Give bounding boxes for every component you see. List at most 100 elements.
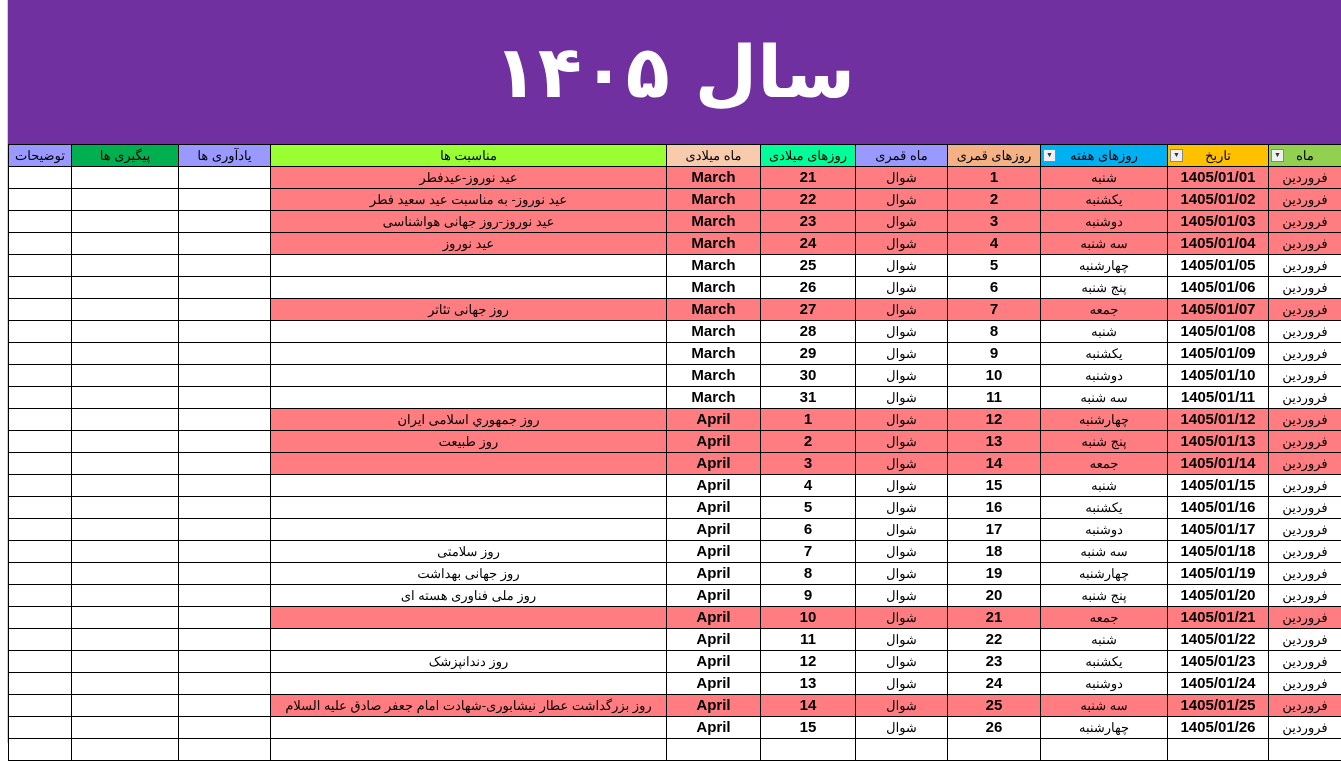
month-cell[interactable]: فروردین: [1269, 233, 1341, 255]
notes-cell[interactable]: [9, 189, 72, 211]
gregorian-day-cell[interactable]: 8: [761, 563, 856, 585]
lunar-month-cell[interactable]: شوال: [856, 321, 948, 343]
notes-cell[interactable]: [9, 233, 72, 255]
date-cell[interactable]: 1405/01/19: [1168, 563, 1269, 585]
notes-cell[interactable]: [9, 717, 72, 739]
weekday-cell[interactable]: چهارشنبه: [1041, 563, 1168, 585]
reminder-cell[interactable]: [179, 519, 271, 541]
occasion-cell[interactable]: عید نوروز-روز جهانی هواشناسی: [271, 211, 667, 233]
date-cell[interactable]: 1405/01/01: [1168, 167, 1269, 189]
gregorian-month-cell[interactable]: April: [667, 453, 761, 475]
notes-cell[interactable]: [9, 651, 72, 673]
weekday-cell[interactable]: یکشنبه: [1041, 497, 1168, 519]
occasion-cell[interactable]: [271, 321, 667, 343]
month-cell[interactable]: فروردین: [1269, 321, 1341, 343]
month-cell[interactable]: فروردین: [1269, 409, 1341, 431]
month-cell[interactable]: فروردین: [1269, 365, 1341, 387]
followup-cell[interactable]: [72, 343, 179, 365]
lunar-day-cell[interactable]: 17: [948, 519, 1041, 541]
date-cell[interactable]: 1405/01/14: [1168, 453, 1269, 475]
lunar-day-cell[interactable]: 14: [948, 453, 1041, 475]
gregorian-day-cell[interactable]: 28: [761, 321, 856, 343]
lunar-month-cell[interactable]: شوال: [856, 255, 948, 277]
gregorian-day-cell[interactable]: 27: [761, 299, 856, 321]
reminder-cell[interactable]: [179, 255, 271, 277]
gregorian-day-cell[interactable]: 3: [761, 453, 856, 475]
followup-cell[interactable]: [72, 541, 179, 563]
lunar-month-cell[interactable]: شوال: [856, 409, 948, 431]
month-cell[interactable]: فروردین: [1269, 519, 1341, 541]
occasion-cell[interactable]: [271, 497, 667, 519]
date-cell[interactable]: 1405/01/03: [1168, 211, 1269, 233]
lunar-day-cell[interactable]: 5: [948, 255, 1041, 277]
reminder-cell[interactable]: [179, 497, 271, 519]
filter-dropdown-icon[interactable]: ▼: [1043, 149, 1056, 162]
month-cell[interactable]: فروردین: [1269, 651, 1341, 673]
date-cell[interactable]: 1405/01/12: [1168, 409, 1269, 431]
notes-cell[interactable]: [9, 365, 72, 387]
notes-cell[interactable]: [9, 211, 72, 233]
reminder-cell[interactable]: [179, 189, 271, 211]
lunar-day-cell[interactable]: 2: [948, 189, 1041, 211]
month-cell[interactable]: فروردین: [1269, 717, 1341, 739]
lunar-month-cell[interactable]: شوال: [856, 387, 948, 409]
reminder-cell[interactable]: [179, 475, 271, 497]
gregorian-day-cell[interactable]: 11: [761, 629, 856, 651]
lunar-month-cell[interactable]: شوال: [856, 673, 948, 695]
lunar-day-cell[interactable]: 13: [948, 431, 1041, 453]
lunar-day-cell[interactable]: 9: [948, 343, 1041, 365]
notes-cell[interactable]: [9, 475, 72, 497]
lunar-day-cell[interactable]: [948, 739, 1041, 761]
lunar-day-cell[interactable]: 18: [948, 541, 1041, 563]
weekday-cell[interactable]: سه شنبه: [1041, 387, 1168, 409]
occasion-cell[interactable]: روز جمهوري اسلامی ایران: [271, 409, 667, 431]
followup-cell[interactable]: [72, 563, 179, 585]
reminder-cell[interactable]: [179, 673, 271, 695]
gregorian-month-cell[interactable]: April: [667, 431, 761, 453]
notes-cell[interactable]: [9, 277, 72, 299]
date-cell[interactable]: 1405/01/16: [1168, 497, 1269, 519]
lunar-day-cell[interactable]: 19: [948, 563, 1041, 585]
gregorian-month-cell[interactable]: April: [667, 673, 761, 695]
gregorian-month-cell[interactable]: [667, 739, 761, 761]
gregorian-month-cell[interactable]: March: [667, 189, 761, 211]
month-cell[interactable]: فروردین: [1269, 299, 1341, 321]
lunar-day-cell[interactable]: 21: [948, 607, 1041, 629]
occasion-cell[interactable]: [271, 673, 667, 695]
followup-cell[interactable]: [72, 453, 179, 475]
reminder-cell[interactable]: [179, 541, 271, 563]
gregorian-day-cell[interactable]: 5: [761, 497, 856, 519]
reminder-cell[interactable]: [179, 695, 271, 717]
gregorian-day-cell[interactable]: 31: [761, 387, 856, 409]
date-cell[interactable]: [1168, 739, 1269, 761]
notes-cell[interactable]: [9, 387, 72, 409]
date-cell[interactable]: 1405/01/08: [1168, 321, 1269, 343]
lunar-month-cell[interactable]: شوال: [856, 475, 948, 497]
lunar-month-cell[interactable]: شوال: [856, 453, 948, 475]
followup-cell[interactable]: [72, 211, 179, 233]
gregorian-day-cell[interactable]: 25: [761, 255, 856, 277]
column-header[interactable]: ماه میلادی: [667, 145, 761, 167]
weekday-cell[interactable]: جمعه: [1041, 607, 1168, 629]
reminder-cell[interactable]: [179, 629, 271, 651]
weekday-cell[interactable]: جمعه: [1041, 453, 1168, 475]
gregorian-month-cell[interactable]: April: [667, 717, 761, 739]
gregorian-day-cell[interactable]: 24: [761, 233, 856, 255]
followup-cell[interactable]: [72, 365, 179, 387]
lunar-day-cell[interactable]: 24: [948, 673, 1041, 695]
gregorian-month-cell[interactable]: April: [667, 475, 761, 497]
lunar-day-cell[interactable]: 26: [948, 717, 1041, 739]
lunar-month-cell[interactable]: شوال: [856, 651, 948, 673]
notes-cell[interactable]: [9, 629, 72, 651]
weekday-cell[interactable]: دوشنبه: [1041, 673, 1168, 695]
gregorian-day-cell[interactable]: 12: [761, 651, 856, 673]
month-cell[interactable]: فروردین: [1269, 277, 1341, 299]
followup-cell[interactable]: [72, 189, 179, 211]
lunar-month-cell[interactable]: شوال: [856, 343, 948, 365]
lunar-day-cell[interactable]: 8: [948, 321, 1041, 343]
weekday-cell[interactable]: دوشنبه: [1041, 519, 1168, 541]
lunar-day-cell[interactable]: 3: [948, 211, 1041, 233]
notes-cell[interactable]: [9, 299, 72, 321]
followup-cell[interactable]: [72, 585, 179, 607]
notes-cell[interactable]: [9, 409, 72, 431]
